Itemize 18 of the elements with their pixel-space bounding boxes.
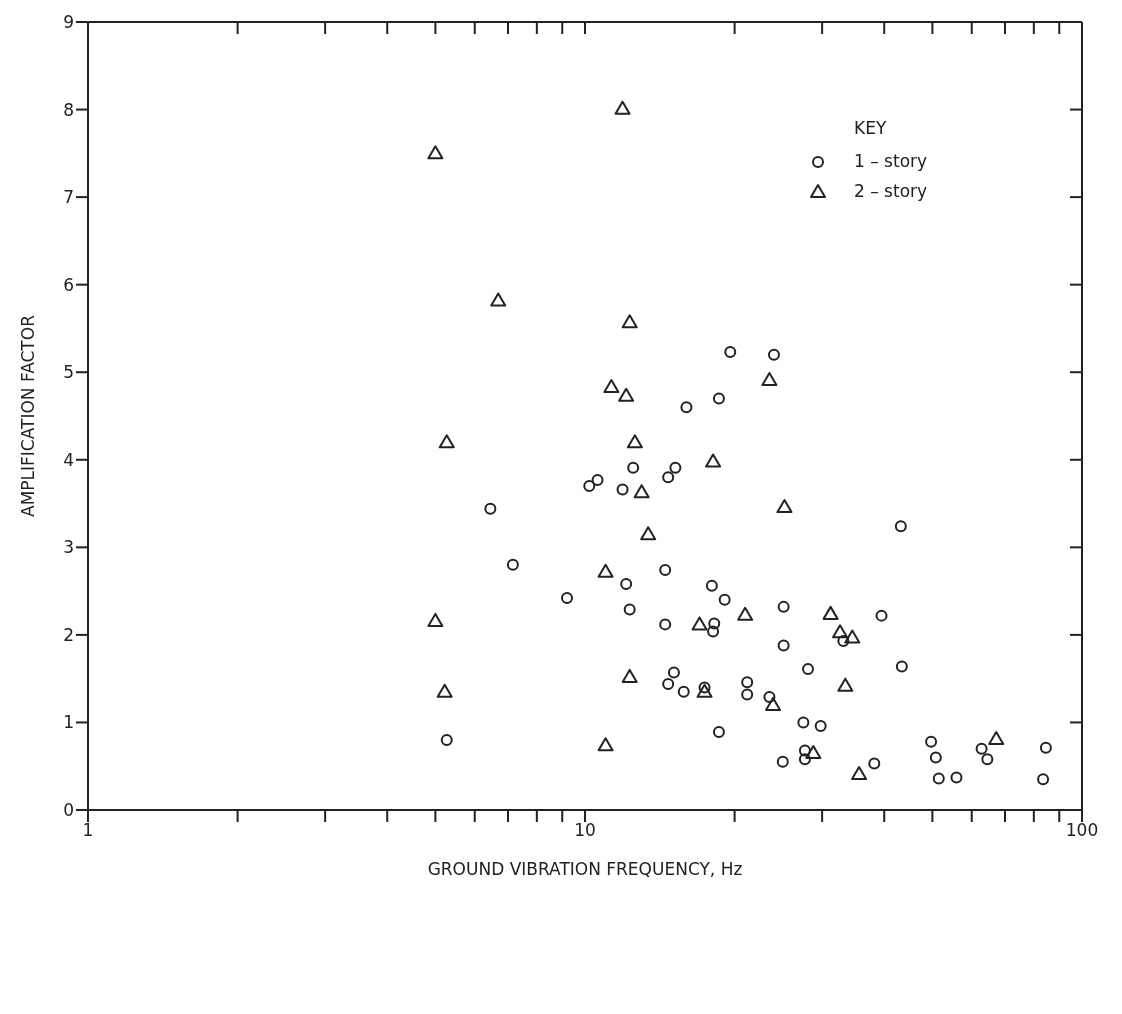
y-tick-label: 4 [63, 449, 74, 470]
y-tick-label: 7 [63, 187, 74, 208]
x-axis-title: GROUND VIBRATION FREQUENCY, Hz [427, 859, 743, 879]
legend-title: KEY [854, 118, 888, 138]
y-tick-label: 5 [63, 362, 74, 383]
y-tick-label: 8 [63, 99, 74, 120]
y-tick-label: 3 [63, 537, 74, 558]
y-tick-label: 1 [63, 712, 74, 733]
legend-label: 1 – story [854, 151, 928, 171]
legend-label: 2 – story [854, 181, 928, 201]
x-tick-label: 100 [1065, 820, 1099, 841]
x-tick-label: 1 [82, 820, 94, 841]
x-tick-label: 10 [574, 820, 596, 841]
y-tick-label: 2 [63, 624, 74, 645]
y-tick-label: 9 [63, 12, 74, 33]
y-axis-title: AMPLIFICATION FACTOR [18, 314, 39, 517]
y-tick-label: 0 [63, 800, 74, 821]
y-tick-label: 6 [63, 274, 74, 295]
